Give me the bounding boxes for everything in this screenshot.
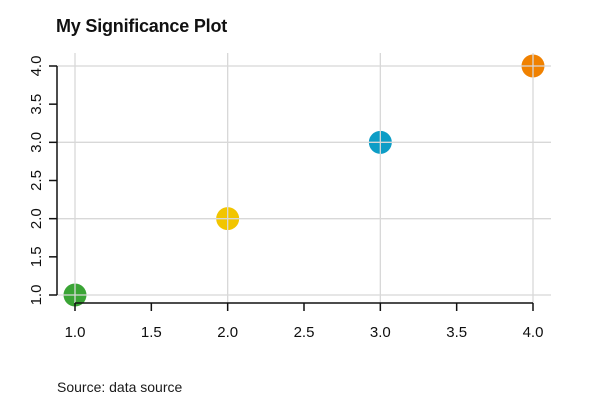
x-tick-label: 3.0 [370, 324, 391, 341]
y-tick-label: 1.0 [28, 285, 45, 306]
y-tick-label: 3.5 [28, 94, 45, 115]
x-tick-label: 1.0 [65, 324, 86, 341]
source-caption: Source: data source [57, 379, 183, 395]
x-tick-label: 3.5 [446, 324, 467, 341]
y-tick-label: 2.5 [28, 170, 45, 191]
tick-labels-layer: 1.0 1.5 2.0 2.5 3.0 3.5 4.0 1.0 1.5 2.0 2.5 3.0 3.5 4… [28, 56, 543, 341]
x-tick-label: 1.5 [141, 324, 162, 341]
y-tick-label: 1.5 [28, 246, 45, 267]
x-tick-label: 2.0 [217, 324, 238, 341]
points-layer [63, 54, 545, 307]
chart-title: My Significance Plot [56, 16, 228, 36]
gridlines-layer [57, 53, 551, 303]
y-tick-label: 3.0 [28, 132, 45, 153]
x-tick-label: 4.0 [523, 324, 544, 341]
y-tick-label: 4.0 [28, 56, 45, 77]
axes-layer [49, 65, 534, 311]
x-tick-label: 2.5 [294, 324, 315, 341]
y-tick-label: 2.0 [28, 208, 45, 229]
